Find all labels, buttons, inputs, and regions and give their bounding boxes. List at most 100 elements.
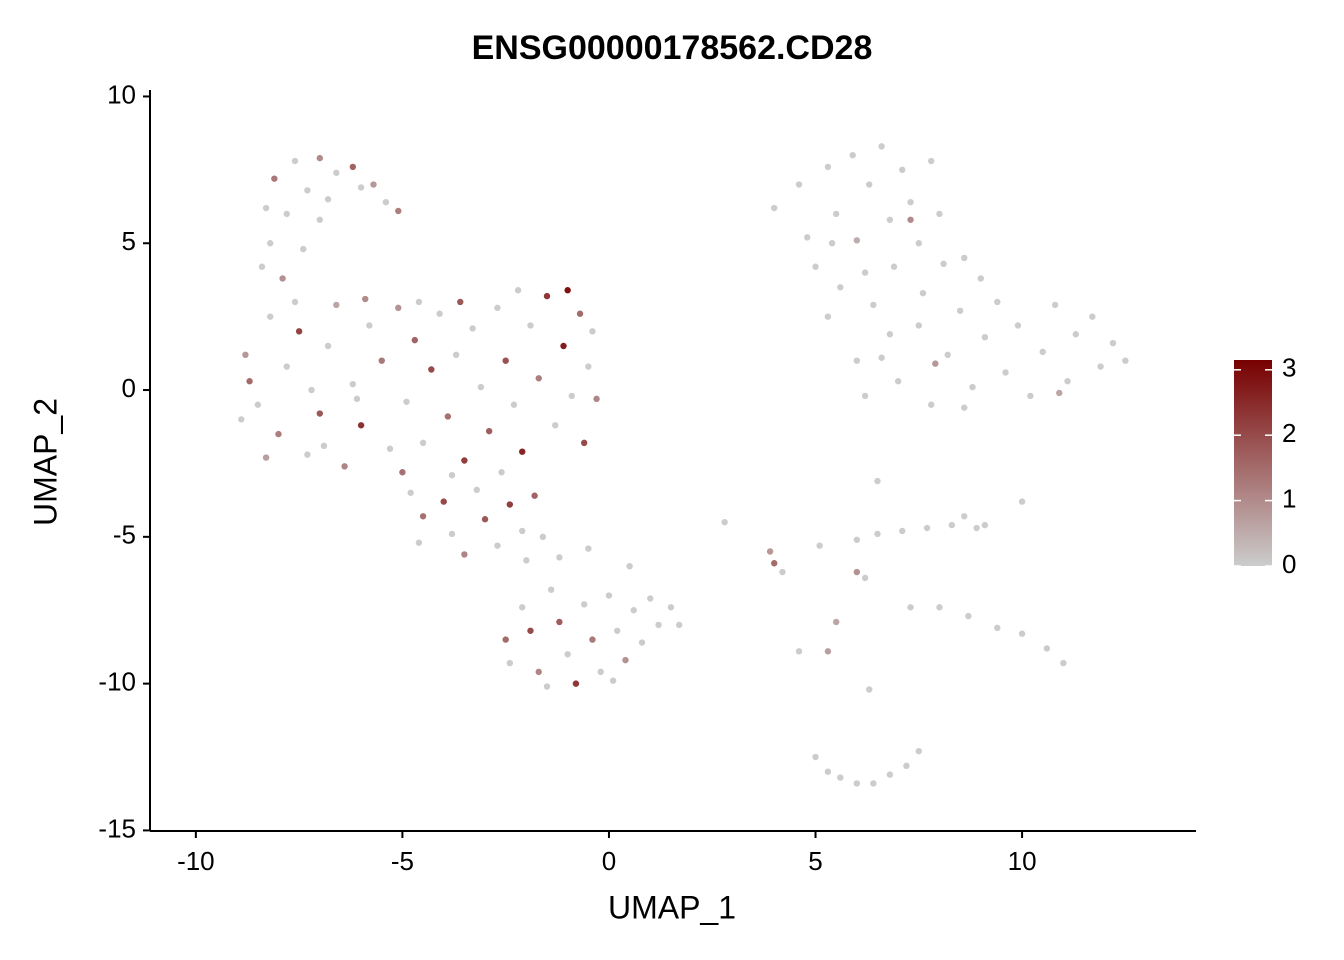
point <box>899 527 906 535</box>
point <box>593 395 600 403</box>
point <box>440 498 447 505</box>
point <box>981 521 989 529</box>
point <box>1056 389 1063 397</box>
point <box>886 331 894 338</box>
point <box>271 175 278 182</box>
point <box>853 536 861 543</box>
point <box>915 747 923 755</box>
point <box>357 184 365 191</box>
point <box>415 539 423 546</box>
point <box>675 621 683 629</box>
point <box>353 395 361 403</box>
point <box>667 604 675 611</box>
point <box>944 351 951 359</box>
point <box>324 196 332 203</box>
point <box>341 463 348 470</box>
point <box>378 357 385 364</box>
point <box>927 401 935 408</box>
point <box>886 771 894 778</box>
point <box>585 363 592 370</box>
point <box>940 260 947 268</box>
point <box>638 639 646 646</box>
y-tick-label: 5 <box>122 226 136 256</box>
point <box>878 143 885 150</box>
point <box>494 542 501 549</box>
y-tick-label: -15 <box>98 813 136 843</box>
point <box>527 627 534 634</box>
point <box>915 322 923 329</box>
point <box>655 621 662 629</box>
point <box>890 263 898 270</box>
x-tick-label: 10 <box>1008 846 1037 876</box>
colorbar <box>1234 360 1272 566</box>
point <box>324 342 332 350</box>
point <box>903 762 910 770</box>
point <box>870 780 877 787</box>
point <box>580 439 588 447</box>
point <box>1109 339 1117 347</box>
point <box>1027 392 1034 400</box>
point <box>874 477 881 485</box>
point <box>866 686 873 693</box>
point <box>254 401 262 408</box>
point <box>564 287 571 294</box>
point <box>267 240 274 247</box>
point <box>448 530 456 538</box>
y-axis-title: UMAP_2 <box>27 398 63 526</box>
point <box>411 336 419 344</box>
point <box>824 313 832 320</box>
point <box>308 386 315 394</box>
point <box>436 310 443 317</box>
point <box>399 469 406 476</box>
colorbar-label: 2 <box>1282 418 1296 448</box>
point <box>547 586 555 593</box>
point <box>597 668 604 676</box>
point <box>283 210 290 218</box>
point <box>382 198 390 206</box>
point <box>481 516 489 523</box>
point <box>357 422 365 429</box>
point <box>568 392 575 400</box>
point <box>927 157 935 165</box>
point <box>994 624 1001 632</box>
point <box>316 154 323 162</box>
point <box>1043 645 1051 652</box>
point <box>1097 363 1104 370</box>
point <box>870 301 877 309</box>
point <box>919 289 927 297</box>
point <box>1122 357 1129 364</box>
point <box>981 333 989 341</box>
point <box>907 604 914 611</box>
point <box>543 292 551 300</box>
point <box>514 287 522 294</box>
point <box>461 551 468 558</box>
point <box>457 298 464 306</box>
point <box>721 518 728 526</box>
point <box>866 181 873 188</box>
point <box>977 275 984 282</box>
point <box>576 310 584 317</box>
point <box>816 542 823 549</box>
point <box>1060 659 1067 667</box>
colorbar-label: 1 <box>1282 483 1296 513</box>
point <box>626 562 633 570</box>
point <box>1089 313 1096 320</box>
point <box>333 169 340 176</box>
point <box>907 216 914 223</box>
point <box>874 530 881 538</box>
point <box>771 204 778 212</box>
point <box>932 360 939 367</box>
x-axis-title: UMAP_1 <box>608 889 736 925</box>
point <box>386 445 394 452</box>
y-tick-label: -5 <box>113 520 136 550</box>
point <box>473 486 480 494</box>
point <box>444 413 452 420</box>
point <box>494 304 501 312</box>
point <box>506 501 514 508</box>
y-tick-label: 10 <box>107 79 136 109</box>
point <box>609 677 617 684</box>
point <box>461 457 468 464</box>
point <box>853 568 861 576</box>
point <box>861 269 869 276</box>
chart-title: ENSG00000178562.CD28 <box>472 29 873 67</box>
